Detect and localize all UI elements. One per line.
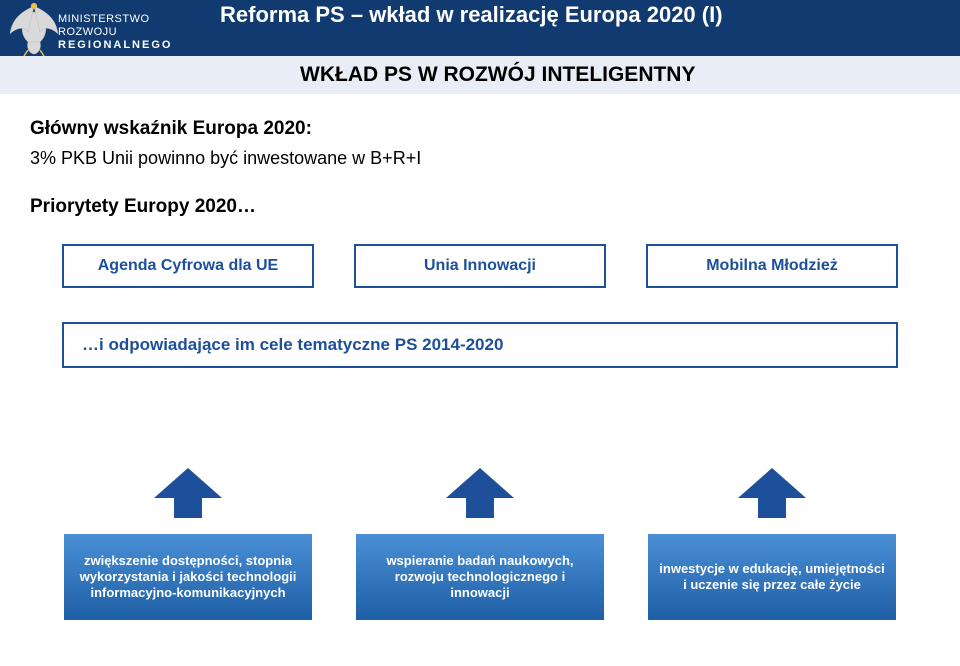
thematic-goal-box-education: inwestycje w edukację, umiejętności i uc… <box>646 532 898 622</box>
ministry-line3: REGIONALNEGO <box>58 39 172 52</box>
priority-box-label: Agenda Cyfrowa dla UE <box>98 257 278 275</box>
slide-title: Reforma PS – wkład w realizację Europa 2… <box>220 2 920 28</box>
thematic-goal-box-ict: zwiększenie dostępności, stopnia wykorzy… <box>62 532 314 622</box>
thematic-goal-box-research: wspieranie badań naukowych, rozwoju tech… <box>354 532 606 622</box>
slide-subtitle: WKŁAD PS W ROZWÓJ INTELIGENTNY <box>300 63 900 87</box>
ministry-line1: MINISTERSTWO <box>58 13 172 26</box>
ministry-label: MINISTERSTWO ROZWOJU REGIONALNEGO <box>58 5 172 52</box>
mid-text-box: …i odpowiadające im cele tematyczne PS 2… <box>62 322 898 368</box>
thematic-goal-label: wspieranie badań naukowych, rozwoju tech… <box>364 553 596 601</box>
eagle-emblem-icon <box>6 0 62 58</box>
priority-box-agenda-cyfrowa: Agenda Cyfrowa dla UE <box>62 244 314 288</box>
priority-box-label: Mobilna Młodzież <box>706 257 838 275</box>
title-area: Reforma PS – wkład w realizację Europa 2… <box>220 2 920 28</box>
indicator-line: 3% PKB Unii powinno być inwestowane w B+… <box>30 148 421 169</box>
thematic-goal-label: inwestycje w edukację, umiejętności i uc… <box>656 561 888 593</box>
priority-box-mobilna-mlodziez: Mobilna Młodzież <box>646 244 898 288</box>
thematic-goal-label: zwiększenie dostępności, stopnia wykorzy… <box>72 553 304 601</box>
priority-box-unia-innowacji: Unia Innowacji <box>354 244 606 288</box>
priorities-heading: Priorytety Europy 2020… <box>30 196 256 218</box>
mid-text: …i odpowiadające im cele tematyczne PS 2… <box>82 335 503 355</box>
slide: MINISTERSTWO ROZWOJU REGIONALNEGO Reform… <box>0 0 960 666</box>
ministry-line2: ROZWOJU <box>58 26 172 39</box>
indicator-heading: Główny wskaźnik Europa 2020: <box>30 118 312 140</box>
priority-box-label: Unia Innowacji <box>424 257 536 275</box>
